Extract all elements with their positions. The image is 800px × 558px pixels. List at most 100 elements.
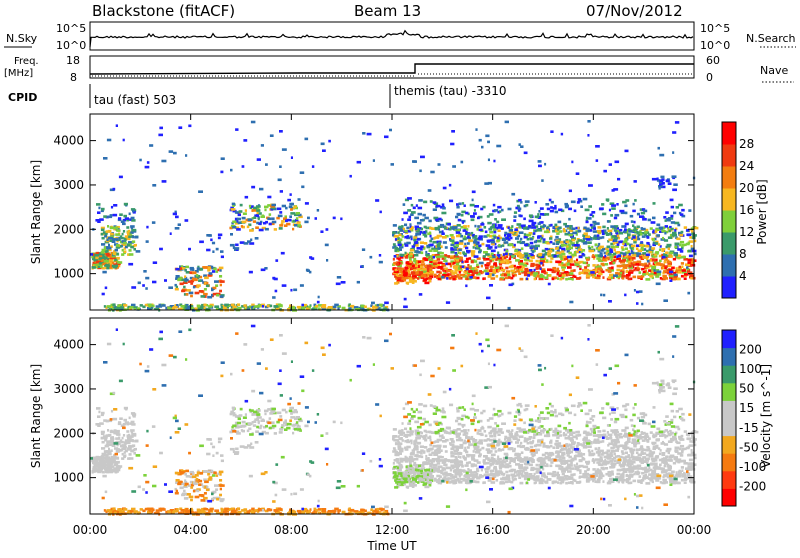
velocity-cell (206, 486, 208, 489)
power-cell (625, 199, 629, 202)
power-cell (678, 254, 682, 257)
power-cell (687, 261, 691, 264)
power-cell (110, 233, 114, 236)
power-cell (395, 269, 397, 272)
power-cell (462, 202, 464, 205)
power-cell (486, 244, 491, 247)
power-cell (357, 161, 361, 164)
power-cell (315, 217, 318, 220)
power-cell (659, 187, 661, 190)
power-cell (639, 290, 643, 293)
velocity-cell (256, 413, 260, 416)
velocity-cell (560, 461, 563, 464)
power-cell (458, 249, 462, 252)
velocity-cell (684, 477, 689, 480)
power-cell (471, 252, 475, 255)
power-cell (398, 243, 402, 246)
power-cell (658, 243, 660, 246)
velocity-cell (290, 416, 295, 419)
power-cell (129, 249, 132, 252)
power-cell (584, 266, 587, 269)
power-cell (383, 304, 385, 307)
power-cell (534, 278, 536, 281)
power-cell (269, 223, 272, 226)
velocity-cell (598, 477, 603, 480)
power-cell (631, 252, 635, 255)
velocity-cell (443, 464, 447, 467)
power-cell (161, 304, 165, 307)
power-cell (242, 217, 246, 220)
power-cell (397, 241, 401, 244)
power-cell (267, 218, 271, 221)
power-cell (115, 233, 120, 236)
power-cell (588, 217, 592, 220)
power-cell (496, 275, 499, 278)
power-cell (282, 148, 287, 151)
power-cell (514, 244, 516, 247)
power-cell (470, 215, 475, 218)
power-cell (639, 271, 642, 274)
power-cell (504, 232, 507, 235)
power-cell (626, 243, 629, 246)
y-tick-label: 1000 (53, 267, 84, 281)
power-cell (672, 232, 677, 235)
power-cell (637, 276, 642, 279)
power-cell (411, 204, 414, 207)
velocity-cell (203, 508, 206, 511)
power-cell (598, 237, 602, 240)
power-cell (651, 266, 656, 269)
power-cell (198, 190, 203, 193)
velocity-cell (131, 423, 135, 426)
power-cell (286, 223, 290, 226)
velocity-cell (120, 439, 122, 442)
power-cell (192, 268, 194, 271)
power-cell (142, 284, 145, 287)
power-cell (127, 244, 131, 247)
velocity-cell (487, 466, 491, 469)
power-cell (192, 271, 197, 274)
power-cell (626, 274, 631, 277)
power-cell (185, 219, 189, 222)
power-cell (648, 242, 650, 245)
power-cell (662, 237, 664, 240)
power-cell (131, 286, 136, 289)
power-cell (221, 306, 223, 309)
power-cell (649, 275, 653, 278)
power-cell (103, 157, 108, 160)
power-cell (322, 149, 326, 152)
power-cell (152, 184, 156, 187)
power-cell (585, 235, 590, 238)
power-cell (269, 213, 272, 216)
power-cell (253, 216, 256, 219)
power-cell (536, 267, 540, 270)
power-cell (438, 266, 443, 269)
power-cell (404, 230, 408, 233)
power-cell (393, 224, 397, 227)
power-cell (672, 151, 674, 154)
power-cell (428, 220, 431, 223)
power-cell (404, 224, 407, 227)
velocity-cell (546, 463, 548, 466)
power-cell (350, 175, 352, 178)
power-cell (424, 242, 427, 245)
velocity-cell (444, 458, 447, 461)
velocity-cell (197, 471, 200, 474)
power-cell (190, 295, 193, 298)
power-cell (175, 288, 179, 291)
power-cell (467, 233, 470, 236)
power-cell (404, 236, 408, 239)
power-cell (173, 213, 177, 216)
velocity-cell (619, 464, 623, 467)
power-cell (409, 216, 412, 219)
velocity-cell (239, 414, 243, 417)
power-cell (666, 179, 670, 182)
power-cell (666, 218, 670, 221)
power-cell (301, 186, 304, 189)
power-cell (418, 213, 423, 216)
power-cell (122, 233, 124, 236)
power-cell (271, 204, 276, 207)
power-cell (628, 230, 632, 233)
power-cell (470, 276, 473, 279)
velocity-cell (533, 479, 536, 482)
power-cell (498, 244, 501, 247)
